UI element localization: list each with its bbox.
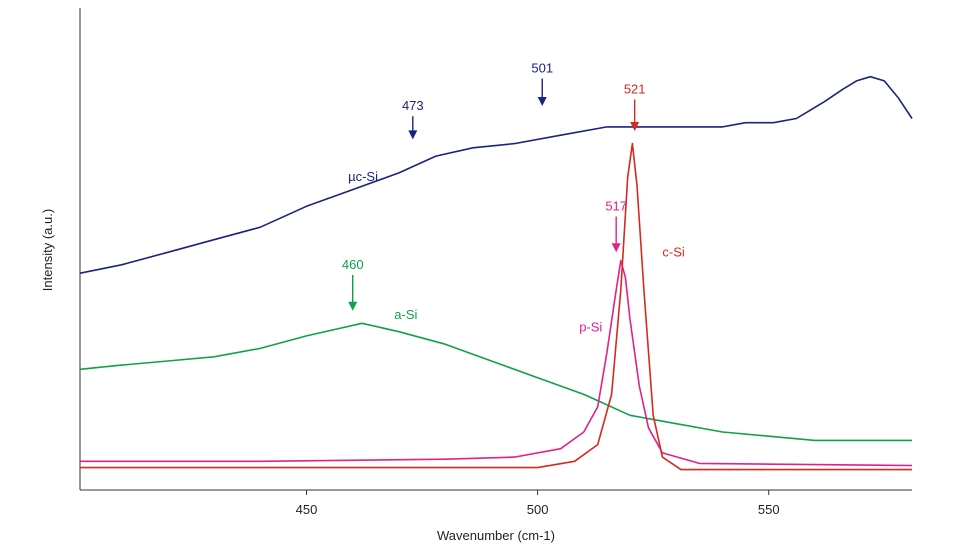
series-line-c-si [80,142,912,471]
x-tick-label: 500 [527,502,549,517]
peak-label: 501 [531,61,553,76]
series-line-c-si [79,75,913,274]
peak-arrow-head [408,130,418,140]
x-tick-label: 550 [758,502,780,517]
series-line-a-si [79,322,912,442]
peak-label: 460 [342,257,364,272]
x-axis-title: Wavenumber (cm-1) [437,528,555,543]
y-axis-title: Intensity (a.u.) [40,209,55,291]
peak-arrow-head [630,122,640,132]
peak-arrow-head [348,301,358,311]
annotation-layer: µc-Si a-Si p-Si c-Si 473 501 460 517 521 [342,61,685,335]
peak-arrow-head [537,96,547,106]
x-tick-label: 450 [296,502,318,517]
plot-frame [79,8,912,491]
series-label: µc-Si [348,169,378,184]
series-line-p-si [80,259,913,467]
peak-label: 521 [624,81,646,96]
peak-label: 517 [605,198,627,213]
series-layer [79,75,913,471]
peak-label: 473 [402,98,424,113]
x-axis-ticks: 450 500 550 [296,490,780,517]
series-label: c-Si [662,244,685,259]
series-label: a-Si [394,307,417,322]
series-label: p-Si [579,320,602,335]
peak-arrow-head [611,243,621,253]
